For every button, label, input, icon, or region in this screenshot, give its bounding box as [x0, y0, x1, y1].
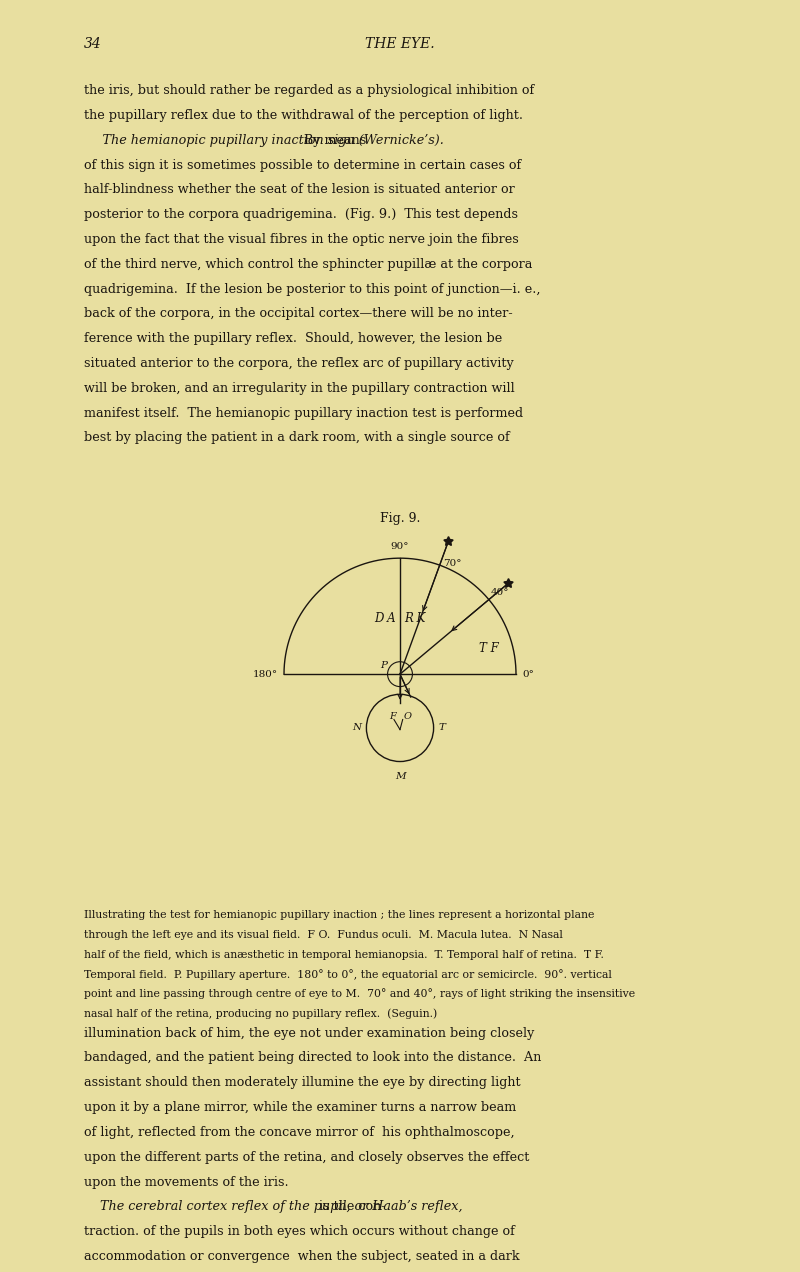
Text: 70°: 70° — [443, 558, 462, 567]
Text: illumination back of him, the eye not under examination being closely: illumination back of him, the eye not un… — [84, 1027, 534, 1039]
Text: half of the field, which is anæsthetic in temporal hemianopsia.  T. Temporal hal: half of the field, which is anæsthetic i… — [84, 950, 604, 960]
Text: bandaged, and the patient being directed to look into the distance.  An: bandaged, and the patient being directed… — [84, 1052, 542, 1065]
Text: THE EYE.: THE EYE. — [365, 37, 435, 51]
Text: O: O — [403, 711, 411, 721]
Text: Illustrating the test for hemianopic pupillary inaction ; the lines represent a : Illustrating the test for hemianopic pup… — [84, 911, 594, 921]
Text: accommodation or convergence  when the subject, seated in a dark: accommodation or convergence when the su… — [84, 1250, 520, 1263]
Text: ference with the pupillary reflex.  Should, however, the lesion be: ference with the pupillary reflex. Shoul… — [84, 332, 502, 345]
Text: quadrigemina.  If the lesion be posterior to this point of junction—i. e.,: quadrigemina. If the lesion be posterior… — [84, 282, 541, 295]
Text: By means: By means — [296, 134, 366, 146]
Text: is the con-: is the con- — [314, 1201, 385, 1213]
Text: 0°: 0° — [522, 669, 534, 679]
Text: of light, reflected from the concave mirror of  his ophthalmoscope,: of light, reflected from the concave mir… — [84, 1126, 514, 1138]
Text: back of the corpora, in the occipital cortex—there will be no inter-: back of the corpora, in the occipital co… — [84, 308, 513, 321]
Text: manifest itself.  The hemianopic pupillary inaction test is performed: manifest itself. The hemianopic pupillar… — [84, 407, 523, 420]
Text: The cerebral cortex reflex of the pupil, or Haab’s reflex,: The cerebral cortex reflex of the pupil,… — [84, 1201, 462, 1213]
Text: N: N — [353, 724, 362, 733]
Text: assistant should then moderately illumine the eye by directing light: assistant should then moderately illumin… — [84, 1076, 521, 1089]
Text: of this sign it is sometimes possible to determine in certain cases of: of this sign it is sometimes possible to… — [84, 159, 522, 172]
Text: nasal half of the retina, producing no pupillary reflex.  (Seguin.): nasal half of the retina, producing no p… — [84, 1009, 438, 1019]
Text: through the left eye and its visual field.  F O.  Fundus oculi.  M. Macula lutea: through the left eye and its visual fiel… — [84, 930, 563, 940]
Text: The hemianopic pupillary inaction sign (Wernicke’s).: The hemianopic pupillary inaction sign (… — [84, 134, 444, 146]
Text: traction. of the pupils in both eyes which occurs without change of: traction. of the pupils in both eyes whi… — [84, 1225, 515, 1238]
Text: 90°: 90° — [390, 542, 410, 551]
Text: the pupillary reflex due to the withdrawal of the perception of light.: the pupillary reflex due to the withdraw… — [84, 109, 523, 122]
Text: R K: R K — [404, 612, 426, 625]
Text: point and line passing through centre of eye to M.  70° and 40°, rays of light s: point and line passing through centre of… — [84, 988, 635, 1000]
Text: upon it by a plane mirror, while the examiner turns a narrow beam: upon it by a plane mirror, while the exa… — [84, 1102, 516, 1114]
Text: T: T — [438, 724, 446, 733]
Text: Temporal field.  P. Pupillary aperture.  180° to 0°, the equatorial arc or semic: Temporal field. P. Pupillary aperture. 1… — [84, 969, 612, 979]
Text: the iris, but should rather be regarded as a physiological inhibition of: the iris, but should rather be regarded … — [84, 84, 534, 97]
Text: situated anterior to the corpora, the reflex arc of pupillary activity: situated anterior to the corpora, the re… — [84, 357, 514, 370]
Text: 180°: 180° — [253, 669, 278, 679]
Text: will be broken, and an irregularity in the pupillary contraction will: will be broken, and an irregularity in t… — [84, 382, 514, 394]
Text: Fig. 9.: Fig. 9. — [380, 511, 420, 524]
Text: 40°: 40° — [491, 588, 510, 598]
Text: best by placing the patient in a dark room, with a single source of: best by placing the patient in a dark ro… — [84, 431, 510, 444]
Text: D A: D A — [374, 612, 396, 625]
Text: P: P — [380, 661, 387, 670]
Text: of the third nerve, which control the sphincter pupillæ at the corpora: of the third nerve, which control the sp… — [84, 258, 532, 271]
Text: posterior to the corpora quadrigemina.  (Fig. 9.)  This test depends: posterior to the corpora quadrigemina. (… — [84, 209, 518, 221]
Text: T F: T F — [479, 642, 498, 655]
Text: 34: 34 — [84, 37, 102, 51]
Text: upon the movements of the iris.: upon the movements of the iris. — [84, 1175, 289, 1188]
Text: upon the different parts of the retina, and closely observes the effect: upon the different parts of the retina, … — [84, 1151, 530, 1164]
Text: M: M — [394, 772, 406, 781]
Text: upon the fact that the visual fibres in the optic nerve join the fibres: upon the fact that the visual fibres in … — [84, 233, 518, 245]
Text: F: F — [390, 711, 396, 721]
Text: half-blindness whether the seat of the lesion is situated anterior or: half-blindness whether the seat of the l… — [84, 183, 514, 196]
